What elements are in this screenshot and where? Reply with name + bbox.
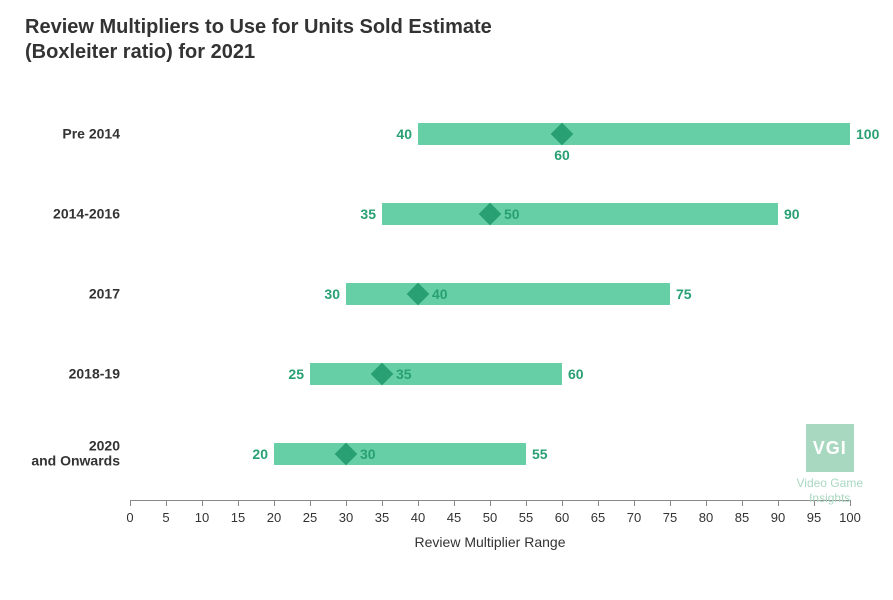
brand-logo-mark: VGI	[806, 424, 854, 472]
chart-title: Review Multipliers to Use for Units Sold…	[25, 15, 492, 65]
high-value-label: 90	[784, 206, 800, 222]
y-category-label: 2020 and Onwards	[31, 439, 130, 470]
high-value-label: 100	[856, 126, 879, 142]
chart-row: 2017307540	[130, 260, 850, 328]
x-tick	[454, 500, 455, 506]
x-tick	[706, 500, 707, 506]
chart-title-line2: (Boxleiter ratio) for 2021	[25, 41, 255, 63]
x-tick-label: 15	[231, 510, 245, 525]
x-tick	[742, 500, 743, 506]
x-tick-label: 0	[126, 510, 133, 525]
x-tick-label: 100	[839, 510, 861, 525]
x-tick-label: 65	[591, 510, 605, 525]
x-tick-label: 20	[267, 510, 281, 525]
x-tick-label: 45	[447, 510, 461, 525]
high-value-label: 60	[568, 366, 584, 382]
x-tick-label: 10	[195, 510, 209, 525]
x-tick-label: 35	[375, 510, 389, 525]
x-tick	[166, 500, 167, 506]
chart-row: Pre 20144010060	[130, 100, 850, 168]
y-category-label: 2018-19	[69, 366, 130, 381]
mid-value-label: 60	[554, 147, 570, 163]
x-axis-label: Review Multiplier Range	[415, 534, 566, 550]
plot-area: Pre 201440100602014-20163590502017307540…	[130, 100, 850, 500]
chart-title-line1: Review Multipliers to Use for Units Sold…	[25, 16, 492, 38]
x-tick	[490, 500, 491, 506]
x-tick	[202, 500, 203, 506]
chart-row: 2014-2016359050	[130, 180, 850, 248]
x-tick-label: 40	[411, 510, 425, 525]
x-tick	[418, 500, 419, 506]
x-tick-label: 85	[735, 510, 749, 525]
x-tick-label: 75	[663, 510, 677, 525]
y-category-label: 2017	[89, 286, 130, 301]
chart-row: 2018-19256035	[130, 340, 850, 408]
x-tick	[634, 500, 635, 506]
x-tick	[778, 500, 779, 506]
low-value-label: 35	[360, 206, 376, 222]
y-category-label: 2014-2016	[53, 206, 130, 221]
x-tick-label: 70	[627, 510, 641, 525]
x-tick-label: 30	[339, 510, 353, 525]
brand-logo: VGI Video Game Insights	[797, 424, 864, 505]
range-bar	[418, 123, 850, 145]
mid-value-label: 35	[396, 366, 412, 382]
brand-logo-text: VGI	[813, 438, 847, 459]
x-tick	[238, 500, 239, 506]
x-tick-label: 80	[699, 510, 713, 525]
x-tick-label: 60	[555, 510, 569, 525]
x-tick	[670, 500, 671, 506]
range-bar	[310, 363, 562, 385]
x-tick	[598, 500, 599, 506]
x-tick-label: 90	[771, 510, 785, 525]
low-value-label: 25	[288, 366, 304, 382]
x-tick-label: 5	[162, 510, 169, 525]
x-tick-label: 25	[303, 510, 317, 525]
mid-value-label: 50	[504, 206, 520, 222]
y-category-label: Pre 2014	[62, 126, 130, 141]
chart-row: 2020 and Onwards205530	[130, 420, 850, 488]
x-tick	[562, 500, 563, 506]
range-bar	[274, 443, 526, 465]
low-value-label: 40	[396, 126, 412, 142]
x-tick-label: 95	[807, 510, 821, 525]
x-tick	[130, 500, 131, 506]
high-value-label: 75	[676, 286, 692, 302]
mid-value-label: 30	[360, 446, 376, 462]
x-tick	[310, 500, 311, 506]
high-value-label: 55	[532, 446, 548, 462]
x-tick	[382, 500, 383, 506]
x-tick	[526, 500, 527, 506]
x-tick-label: 55	[519, 510, 533, 525]
range-bar	[382, 203, 778, 225]
low-value-label: 30	[324, 286, 340, 302]
brand-logo-subtitle: Video Game Insights	[797, 476, 864, 505]
mid-value-label: 40	[432, 286, 448, 302]
x-tick-label: 50	[483, 510, 497, 525]
x-tick	[274, 500, 275, 506]
low-value-label: 20	[252, 446, 268, 462]
x-tick	[346, 500, 347, 506]
range-bar	[346, 283, 670, 305]
